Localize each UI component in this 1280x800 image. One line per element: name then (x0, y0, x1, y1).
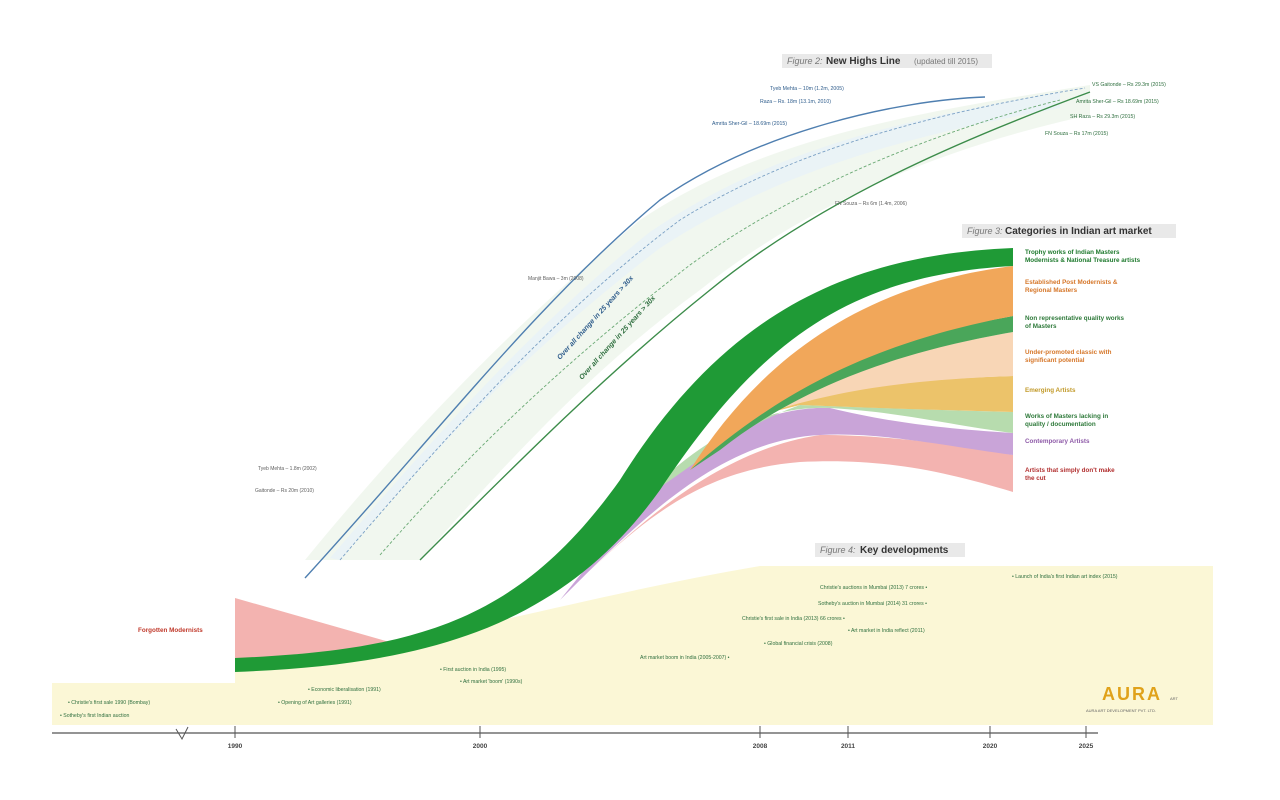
right-annotation: FN Souza – Rs 17m (2015) (1045, 131, 1108, 137)
figure2-subtitle: (updated till 2015) (914, 57, 978, 66)
category-label: Trophy works of Indian Masters Modernists… (1025, 249, 1141, 264)
development-item: • Global financial crisis (2008) (764, 641, 833, 647)
right-annotation: SH Raza – Rs 29.3m (2015) (1070, 114, 1135, 120)
area-non-representative (690, 316, 1013, 470)
category-label: Non representative quality works of Maste… (1025, 315, 1125, 330)
category-label: Under-promoted classic with significant p… (1025, 349, 1112, 364)
development-item: • First auction in India (1995) (440, 667, 506, 673)
x-axis-ticks: 1990 2000 2008 2011 2020 2025 (228, 726, 1094, 750)
lower-high-line-dashed (379, 99, 1061, 556)
x-tick-label: 2000 (473, 743, 488, 750)
developments-panel (52, 566, 1213, 725)
x-tick-label: 2011 (841, 743, 855, 750)
high-line-annotation: Manjit Bawa – 3m (2008) (528, 276, 584, 282)
figure4-number: Figure 4: (820, 545, 856, 555)
high-line-annotation: FN Souza – Rs 6m (1.4m, 2006) (835, 201, 907, 207)
x-tick-label: 2020 (983, 743, 998, 750)
development-item: Art market boom in India (2005-2007) • (640, 655, 730, 661)
development-item: • Opening of Art galleries (1991) (278, 700, 352, 706)
x-tick-label: 1990 (228, 743, 243, 750)
developments-list: • Launch of India's first Indian art ind… (60, 574, 1118, 719)
figure4-title-box (815, 543, 965, 557)
area-under-promoted (740, 332, 1013, 430)
development-item: Christie's first sale in India (2013) 66… (742, 616, 845, 622)
development-item: • Launch of India's first Indian art ind… (1012, 574, 1118, 580)
area-contemporary (560, 407, 1013, 600)
aura-tagline: AURA ART DEVELOPMENT PVT. LTD. (1086, 708, 1156, 713)
category-label: Established Post Modernists & Regional Ma… (1025, 279, 1118, 294)
category-label: Artists that simply don't make the cut (1025, 467, 1115, 482)
middle-high-line (339, 87, 1086, 561)
figure3-title-box (962, 224, 1176, 238)
upper-high-line (304, 96, 986, 579)
new-highs-band (305, 85, 1090, 560)
right-annotation: VS Gaitonde – Rs 29.3m (2015) (1092, 82, 1166, 88)
lower-high-line (419, 91, 1091, 561)
figure2-number: Figure 2: (787, 56, 823, 66)
figure2-title-box (782, 54, 992, 68)
figure3-title: Categories in Indian art market (1005, 226, 1152, 237)
development-item: • Art market in India reflect (2011) (848, 628, 925, 634)
area-artists-dont-make-cut (560, 435, 1013, 600)
category-label: Works of Masters lacking in quality / doc… (1025, 413, 1108, 428)
development-item: • Sotheby's first Indian auction (60, 713, 130, 719)
figure2-title: New Highs Line (826, 56, 901, 67)
area-emerging (760, 376, 1013, 415)
high-line-annotation: Tyeb Mehta – 10m (1.2m, 2005) (770, 86, 844, 92)
category-legend: Trophy works of Indian Masters Modernists… (1025, 249, 1141, 482)
category-label: Emerging Artists (1025, 387, 1076, 394)
high-line-annotation: Raza – Rs. 18m (13.1m, 2010) (760, 99, 831, 105)
development-item: Sotheby's auction in Mumbai (2014) 31 cr… (818, 601, 927, 607)
area-masters-lacking (640, 405, 1013, 500)
x-tick-label: 2025 (1079, 743, 1094, 750)
x-tick-label: 2008 (753, 743, 768, 750)
right-end-annotations: VS Gaitonde – Rs 29.3m (2015) Amrita Sher… (1045, 82, 1166, 137)
development-item: • Art market 'boom' (1990s) (460, 679, 523, 685)
high-line-annotation: Amrita Sher-Gil – 18.69m (2015) (712, 121, 787, 127)
development-item: Christie's auctions in Mumbai (2013) 7 c… (820, 585, 927, 591)
category-label: Contemporary Artists (1025, 438, 1090, 445)
figure3-number: Figure 3: (967, 226, 1003, 236)
forgotten-modernists-label: Forgotten Modernists (138, 627, 203, 634)
high-line-annotations: Tyeb Mehta – 10m (1.2m, 2005) Raza – Rs. … (255, 86, 907, 494)
figure4-title: Key developments (860, 545, 949, 556)
aura-logo: AURA (1102, 684, 1162, 704)
aura-logo-mark: ART (1170, 696, 1178, 701)
axis-break (175, 726, 189, 741)
development-item: • Christie's first sale 1990 (Bombay) (68, 700, 150, 706)
area-established (690, 266, 1013, 470)
right-annotation: Amrita Sher-Gil – Rs 18.69m (2015) (1076, 99, 1159, 105)
high-line-annotation: Gaitonde – Rs 20m (2010) (255, 488, 314, 494)
development-item: • Economic liberalisation (1991) (308, 687, 381, 693)
high-line-annotation: Tyeb Mehta – 1.8m (2002) (258, 466, 317, 472)
forgotten-modernists-wedge (235, 598, 400, 660)
